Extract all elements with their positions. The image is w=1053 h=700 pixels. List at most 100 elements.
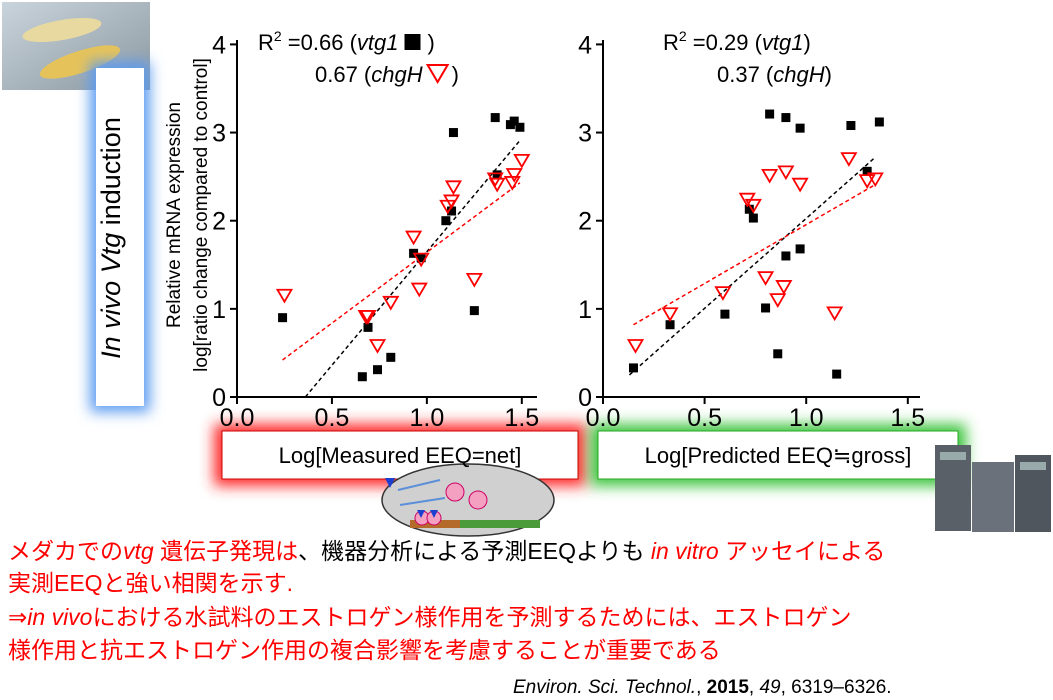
- text-run: 2015: [707, 677, 750, 698]
- text-run: メダカでの: [8, 538, 123, 564]
- y-tick-label: 1: [578, 296, 592, 324]
- x-axis-label: Log[Measured EEQ=net]: [279, 443, 522, 468]
- instrument-photo: [935, 445, 1051, 532]
- point: [470, 306, 479, 315]
- point: [412, 284, 426, 296]
- y-tick-label: 3: [212, 120, 226, 148]
- point: [781, 251, 790, 260]
- citation: Environ. Sci. Technol., 2015, 49, 6319–6…: [513, 677, 892, 698]
- text-run: 49: [759, 677, 781, 698]
- point: [777, 281, 791, 293]
- point: [386, 353, 395, 362]
- conclusion-line: ⇒in vivoにおける水試料のエストロゲン様作用を予測するためには、エストロゲ…: [8, 604, 851, 630]
- y-axis-label: Relative mRNA expression: [164, 102, 185, 328]
- text-run: 実測EEQと強い相関を示す.: [8, 570, 293, 596]
- x-tick-label: 0.0: [586, 404, 621, 432]
- y-tick-label: 2: [578, 208, 592, 236]
- x-tick-label: 1.0: [409, 404, 444, 432]
- point: [277, 290, 291, 302]
- point: [720, 310, 729, 319]
- point: [832, 370, 841, 379]
- text-run: 様作用と抗エストロゲン作用の複合影響を考慮することが重要である: [8, 637, 721, 663]
- x-tick-label: 1.5: [890, 404, 925, 432]
- point: [771, 294, 785, 306]
- text-run: ⇒: [8, 604, 27, 630]
- point: [793, 179, 807, 191]
- point: [629, 363, 638, 372]
- trend-line: [305, 140, 520, 397]
- point: [796, 124, 805, 133]
- point: [779, 166, 793, 178]
- text-run: In vivo: [96, 281, 126, 359]
- point: [358, 372, 367, 381]
- text-run: chgH: [371, 62, 422, 87]
- text-run: Environ. Sci. Technol.: [513, 677, 696, 698]
- y-tick-label: 2: [212, 208, 226, 236]
- point: [796, 244, 805, 253]
- text-run: chgH: [773, 62, 824, 87]
- text-run: Vtg: [96, 233, 126, 274]
- point: [515, 123, 524, 132]
- x-tick-label: 0.5: [687, 404, 722, 432]
- x-tick-label: 0.5: [315, 404, 350, 432]
- point: [407, 232, 421, 244]
- text-run: 遺伝子発現は: [154, 538, 298, 564]
- text-run: ): [825, 62, 832, 87]
- point: [828, 307, 842, 319]
- text-run: 、機器分析による予測EEQよりも: [298, 538, 651, 564]
- x-tick-label: 0.0: [220, 404, 255, 432]
- point: [441, 216, 450, 225]
- point: [846, 121, 855, 130]
- point: [716, 287, 730, 299]
- legend-marker: [405, 34, 421, 50]
- legend-text: ): [428, 30, 435, 55]
- text-run: アッセイによる: [719, 538, 886, 564]
- text-run: vtg1: [357, 30, 399, 55]
- y-axis-label: log[ratio change compared to control]: [191, 58, 212, 372]
- point: [507, 169, 521, 181]
- side-label: In vivo Vtg induction: [96, 117, 126, 359]
- point: [491, 113, 500, 122]
- text-run: ,: [749, 677, 760, 698]
- text-run: vtg: [123, 538, 154, 564]
- text-run: in vitro: [651, 538, 719, 564]
- legend-text: 0.37 (chgH): [717, 62, 832, 87]
- text-run: ): [804, 30, 811, 55]
- point: [763, 170, 777, 182]
- legend-text: 0.67 (chgH: [315, 62, 423, 87]
- y-tick-label: 1: [212, 296, 226, 324]
- conclusion-line: 様作用と抗エストロゲン作用の複合影響を考慮することが重要である: [8, 637, 721, 663]
- legend-text: ): [452, 62, 459, 87]
- text-run: induction: [96, 117, 126, 233]
- text-run: 0.37 (: [717, 62, 774, 87]
- text-run: ,: [696, 677, 707, 698]
- x-tick-label: 1.5: [504, 404, 539, 432]
- point: [765, 110, 774, 119]
- cell-diagram: [382, 464, 554, 536]
- point: [759, 272, 773, 284]
- point: [467, 274, 481, 286]
- y-tick-label: 4: [578, 31, 592, 59]
- point: [446, 181, 460, 193]
- point: [371, 340, 385, 352]
- point: [629, 340, 643, 352]
- text-run: vtg1: [762, 30, 804, 55]
- point: [749, 214, 758, 223]
- text-run: における水試料のエストロゲン様作用を予測するためには、エストロゲン: [92, 604, 851, 630]
- text-run: 2: [274, 28, 282, 44]
- point: [515, 155, 529, 167]
- point: [278, 313, 287, 322]
- legend-marker: [428, 65, 448, 82]
- point: [773, 349, 782, 358]
- text-run: [96, 273, 126, 281]
- x-tick-label: 1.0: [789, 404, 824, 432]
- text-run: in vivo: [27, 604, 92, 630]
- x-axis-label: Log[Predicted EEQ≒gross]: [645, 443, 912, 468]
- text-run: R: [258, 30, 274, 55]
- point: [875, 117, 884, 126]
- slide: 012340.00.51.01.5Log[Measured EEQ=net]Re…: [0, 0, 1053, 700]
- text-run: =0.66 (: [282, 30, 358, 55]
- text-run: =0.29 (: [687, 30, 763, 55]
- trend-line: [283, 183, 520, 360]
- conclusion-line: メダカでのvtg 遺伝子発現は、機器分析による予測EEQよりも in vitro…: [8, 538, 885, 564]
